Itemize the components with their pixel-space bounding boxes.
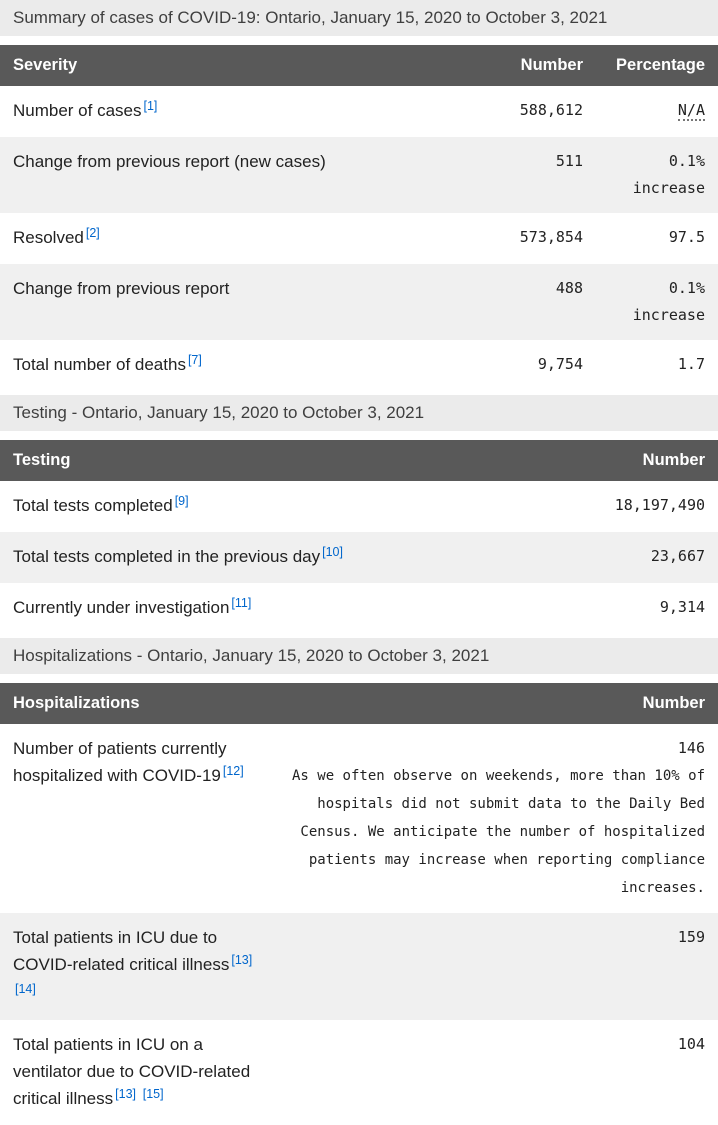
row-number: 18,197,490	[614, 496, 706, 514]
row-label: Total patients in ICU due to COVID-relat…	[13, 928, 230, 974]
summary-table-header: Severity Number Percentage	[0, 45, 718, 86]
row-label-cell: Number of cases [1]	[13, 97, 463, 126]
row-label-cell: Number of patients currently hospitalize…	[13, 735, 263, 791]
row-label-cell: Total patients in ICU on a ventilator du…	[13, 1031, 263, 1114]
row-percentage-cell: 97.5	[583, 224, 705, 251]
footnote-link[interactable]: [12]	[222, 764, 244, 778]
row-number: 573,854	[519, 228, 583, 246]
row-label: Currently under investigation	[13, 598, 230, 617]
row-number: 159	[677, 928, 705, 946]
row-percentage-cell: 0.1% increase	[583, 148, 705, 202]
row-value-cell: 159	[263, 924, 705, 951]
testing-table: Testing Number Total tests completed [9] …	[0, 440, 718, 634]
testing-section: Testing - Ontario, January 15, 2020 to O…	[0, 395, 718, 634]
column-header-hospitalizations: Hospitalizations	[13, 694, 140, 712]
table-row: Change from previous report 488 0.1% inc…	[0, 264, 718, 340]
hospitalizations-table-caption: Hospitalizations - Ontario, January 15, …	[0, 638, 718, 674]
footnote-link[interactable]: [13]	[115, 1087, 136, 1101]
row-percentage: 97.5	[668, 228, 705, 246]
row-percentage-cell: 0.1% increase	[583, 275, 705, 329]
summary-cases-section: Summary of cases of COVID-19: Ontario, J…	[0, 0, 718, 391]
table-row: Number of cases [1] 588,612 N/A	[0, 86, 718, 137]
column-header-severity: Severity	[13, 56, 78, 74]
table-row: Currently under investigation [11] 9,314	[0, 583, 718, 634]
table-row: Total patients in ICU due to COVID-relat…	[0, 913, 718, 1020]
table-row: Total number of deaths [7] 9,754 1.7	[0, 340, 718, 391]
footnote-link[interactable]: [9]	[174, 494, 189, 508]
row-label: Change from previous report	[13, 279, 230, 298]
column-header-number: Number	[642, 694, 706, 712]
not-applicable-abbr: N/A	[677, 101, 705, 121]
footnote-link[interactable]: [1]	[143, 99, 158, 113]
row-label: Number of cases	[13, 101, 142, 120]
summary-table-caption: Summary of cases of COVID-19: Ontario, J…	[0, 0, 718, 36]
column-header-percentage: Percentage	[616, 56, 705, 74]
column-header-number: Number	[520, 56, 583, 74]
row-number: 146	[677, 739, 705, 757]
row-number: 23,667	[650, 547, 706, 565]
row-number: 588,612	[519, 101, 583, 119]
row-label-cell: Change from previous report	[13, 275, 463, 302]
row-label-cell: Currently under investigation [11]	[13, 594, 461, 623]
footnote-link[interactable]: [2]	[85, 226, 100, 240]
row-label: Number of patients currently hospitalize…	[13, 739, 227, 785]
row-percentage: 1.7	[677, 355, 705, 373]
row-number: 511	[555, 152, 583, 170]
footnote-link[interactable]: [13]	[231, 953, 253, 967]
footnote-link[interactable]: [14]	[15, 982, 36, 996]
row-percentage-cell: N/A	[583, 97, 705, 124]
hospitalizations-table: Hospitalizations Number Number of patien…	[0, 683, 718, 1125]
summary-table: Severity Number Percentage Number of cas…	[0, 45, 718, 391]
testing-table-caption: Testing - Ontario, January 15, 2020 to O…	[0, 395, 718, 431]
row-label-cell: Total patients in ICU due to COVID-relat…	[13, 924, 263, 1009]
footnote-link[interactable]: [10]	[322, 545, 343, 559]
footnote-link[interactable]: [15]	[142, 1087, 164, 1101]
row-number: 488	[555, 279, 583, 297]
row-percentage-cell: 1.7	[583, 351, 705, 378]
table-row: Total patients in ICU on a ventilator du…	[0, 1020, 718, 1125]
reporting-compliance-note: As we often observe on weekends, more th…	[291, 768, 705, 896]
row-percentage: 0.1% increase	[632, 152, 705, 197]
hospitalizations-table-header: Hospitalizations Number	[0, 683, 718, 724]
footnote-link[interactable]: [7]	[187, 353, 202, 367]
column-header-number: Number	[642, 451, 706, 469]
row-label: Total tests completed in the previous da…	[13, 547, 321, 566]
column-header-testing: Testing	[13, 451, 71, 469]
table-row: Total tests completed [9] 18,197,490	[0, 481, 718, 532]
row-label-cell: Total tests completed in the previous da…	[13, 543, 502, 572]
row-label-cell: Change from previous report (new cases)	[13, 148, 463, 175]
row-label-cell: Resolved [2]	[13, 224, 463, 253]
row-value-cell: 104	[263, 1031, 705, 1058]
row-label-cell: Total number of deaths [7]	[13, 351, 463, 380]
hospitalizations-section: Hospitalizations - Ontario, January 15, …	[0, 638, 718, 1125]
table-row: Number of patients currently hospitalize…	[0, 724, 718, 913]
testing-table-header: Testing Number	[0, 440, 718, 481]
row-label-cell: Total tests completed [9]	[13, 492, 407, 521]
row-label: Total number of deaths	[13, 355, 186, 374]
row-number: 9,314	[659, 598, 706, 616]
table-row: Change from previous report (new cases) …	[0, 137, 718, 213]
row-label: Resolved	[13, 228, 84, 247]
row-number: 104	[677, 1035, 705, 1053]
row-percentage: 0.1% increase	[632, 279, 705, 324]
table-row: Total tests completed in the previous da…	[0, 532, 718, 583]
footnote-link[interactable]: [11]	[231, 596, 252, 610]
table-row: Resolved [2] 573,854 97.5	[0, 213, 718, 264]
row-number: 9,754	[537, 355, 583, 373]
row-value-cell: 146 As we often observe on weekends, mor…	[263, 735, 705, 902]
row-label: Total tests completed	[13, 496, 173, 515]
row-label: Change from previous report (new cases)	[13, 152, 326, 171]
